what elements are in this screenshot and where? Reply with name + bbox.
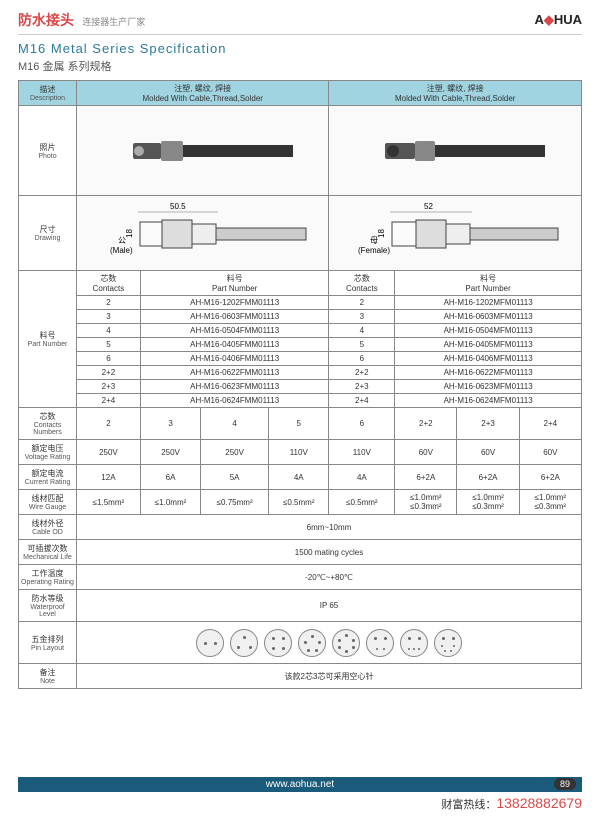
drawing-female: 母 (Female) 52 18	[329, 196, 582, 271]
full-row-temp: 工作温度Operating Rating -20℃~+80℃	[19, 565, 582, 590]
molded-hdr-2: 注塑, 螺纹, 焊接 Molded With Cable,Thread,Sold…	[329, 81, 582, 106]
title-cn: M16 金属 系列规格	[18, 58, 582, 74]
svg-text:52: 52	[424, 202, 433, 211]
pn-row: 2+3AH-M16-0623FMM011132+3AH-M16-0623MFM0…	[19, 380, 582, 394]
spec-row-voltage: 额定电压Voltage Rating 250V250V250V110V110V6…	[19, 440, 582, 465]
full-row-mech: 可插拔次数Mechanical Life 1500 mating cycles	[19, 540, 582, 565]
pin-23-icon	[400, 629, 428, 657]
svg-text:(Male): (Male)	[110, 246, 133, 255]
top-bar: 防水接头 连接器生产厂家 A◆HUA	[18, 10, 582, 35]
pin-5-icon	[298, 629, 326, 657]
pin-layout-cell	[77, 622, 582, 664]
spec-table: 描述Description 注塑, 螺纹, 焊接 Molded With Cab…	[18, 80, 582, 689]
male-connector-icon	[113, 121, 293, 181]
brand-block: 防水接头 连接器生产厂家	[18, 10, 145, 30]
page-number: 89	[554, 778, 576, 790]
full-row-ip: 防水等级Waterproof Level IP 65	[19, 590, 582, 622]
full-row-cable: 线材外径Cable OD 6mm~10mm	[19, 515, 582, 540]
spec-row-wire: 线材匹配Wire Gauge ≤1.5mm²≤1.0mm²≤0.75mm²≤0.…	[19, 490, 582, 515]
pn-hdr-f: 料号Part Number	[395, 271, 582, 296]
pn-row: 6AH-M16-0406FMM011136AH-M16-0406MFM01113	[19, 352, 582, 366]
pn-row: 2+4AH-M16-0624FMM011132+4AH-M16-0624MFM0…	[19, 394, 582, 408]
pin-6-icon	[332, 629, 360, 657]
svg-text:18: 18	[377, 229, 386, 238]
page: 防水接头 连接器生产厂家 A◆HUA M16 Metal Series Spec…	[0, 0, 600, 820]
title-en: M16 Metal Series Specification	[18, 41, 582, 56]
pin-4-icon	[264, 629, 292, 657]
pin-3-icon	[230, 629, 258, 657]
pn-row: 2+2AH-M16-0622FMM011132+2AH-M16-0622MFM0…	[19, 366, 582, 380]
note-row: 备注Note 该款2芯3芯可采用空心针	[19, 664, 582, 689]
pin-22-icon	[366, 629, 394, 657]
url-bar: www.aohua.net 89	[18, 777, 582, 792]
pin-24-icon	[434, 629, 462, 657]
contacts-hdr-f: 芯数Contacts	[329, 271, 395, 296]
female-connector-icon	[365, 121, 545, 181]
svg-text:50.5: 50.5	[170, 202, 186, 211]
molded-hdr-1: 注塑, 螺纹, 焊接 Molded With Cable,Thread,Sold…	[77, 81, 329, 106]
pn-row: 5AH-M16-0405FMM011135AH-M16-0405MFM01113	[19, 338, 582, 352]
drawing-label: 尺寸Drawing	[19, 196, 77, 271]
brand-title: 防水接头	[18, 12, 74, 28]
brand-sub: 连接器生产厂家	[82, 17, 145, 27]
photo-female	[329, 106, 582, 196]
svg-text:18: 18	[125, 229, 134, 238]
partnum-label: 料号Part Number	[19, 271, 77, 408]
drawing-male: 公 (Male) 50.5 18	[77, 196, 329, 271]
pn-row: 2AH-M16-1202FMM011132AH-M16-1202MFM01113	[19, 296, 582, 310]
male-drawing-icon: 公 (Male) 50.5 18	[88, 198, 318, 268]
pn-hdr-m: 料号Part Number	[140, 271, 329, 296]
pin-layout-row: 五金排列Pin Layout	[19, 622, 582, 664]
footer: www.aohua.net 89 财富热线：13828882679	[18, 777, 582, 812]
hotline: 财富热线：13828882679	[18, 795, 582, 812]
spec-row-current: 额定电流Current Rating 12A6A5A4A4A6+2A6+2A6+…	[19, 465, 582, 490]
logo: A◆HUA	[534, 12, 582, 28]
photo-male	[77, 106, 329, 196]
contacts-hdr-m: 芯数Contacts	[77, 271, 141, 296]
footer-url: www.aohua.net	[266, 779, 334, 790]
pn-row: 4AH-M16-0504FMM011134AH-M16-0504MFM01113	[19, 324, 582, 338]
pn-row: 3AH-M16-0603FMM011133AH-M16-0603MFM01113	[19, 310, 582, 324]
pin-2-icon	[196, 629, 224, 657]
svg-text:(Female): (Female)	[358, 246, 390, 255]
photo-label: 照片Photo	[19, 106, 77, 196]
spec-row-contacts: 芯数Contacts Numbers 234562+22+32+4	[19, 408, 582, 440]
desc-label: 描述Description	[19, 81, 77, 106]
female-drawing-icon: 母 (Female) 52 18	[340, 198, 570, 268]
